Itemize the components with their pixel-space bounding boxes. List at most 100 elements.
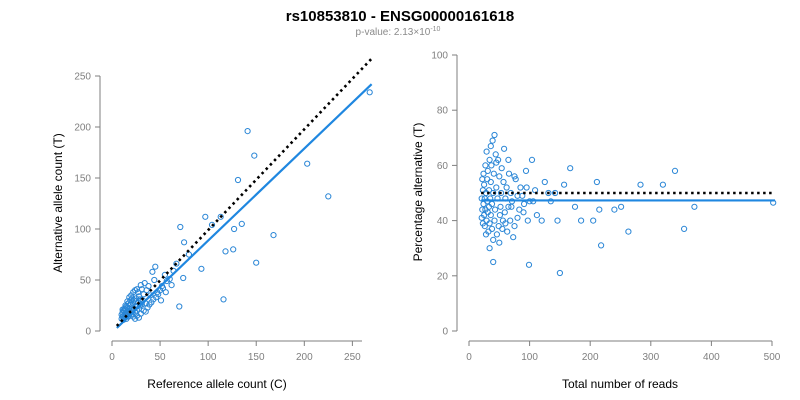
y-tick-label: 50	[80, 276, 92, 287]
data-point	[141, 280, 148, 287]
data-point	[479, 220, 486, 227]
data-point	[493, 184, 500, 191]
x-tick-label: 150	[248, 352, 265, 363]
data-point	[168, 282, 175, 289]
data-point	[522, 167, 530, 174]
data-point	[596, 206, 603, 213]
y-tick-label: 100	[74, 225, 91, 236]
data-point	[479, 206, 486, 213]
data-point	[510, 234, 517, 241]
data-point	[486, 245, 493, 252]
data-point	[126, 294, 133, 301]
data-point	[231, 225, 238, 233]
data-point	[161, 271, 168, 278]
data-point	[366, 89, 373, 96]
data-point	[181, 239, 188, 246]
data-point	[492, 206, 499, 213]
data-point	[516, 206, 523, 213]
data-point	[681, 225, 688, 232]
data-point	[220, 296, 227, 303]
data-point	[552, 189, 559, 197]
data-point	[517, 184, 524, 191]
data-point	[270, 232, 277, 239]
data-point	[501, 209, 508, 216]
y-tick-label: 80	[437, 106, 449, 117]
data-point	[490, 236, 497, 243]
data-point	[691, 203, 698, 210]
data-point	[504, 228, 511, 235]
data-point	[487, 143, 494, 150]
data-point	[671, 167, 679, 174]
data-point	[478, 214, 485, 221]
y-tick-label: 40	[437, 216, 449, 227]
data-point	[501, 145, 508, 152]
data-point	[625, 228, 632, 235]
data-point	[138, 301, 145, 308]
data-point	[173, 260, 180, 267]
data-point	[244, 128, 251, 135]
data-point	[496, 239, 503, 246]
data-point	[155, 291, 162, 298]
data-point	[479, 176, 486, 183]
y-tick-label: 200	[74, 123, 91, 134]
subtitle-exponent: -10	[430, 26, 440, 33]
x-tick-label: 0	[109, 352, 115, 363]
x-tick-label: 0	[466, 352, 472, 363]
data-point	[484, 167, 491, 174]
x-axis-label: Total number of reads	[562, 377, 678, 391]
data-point	[490, 170, 497, 177]
data-point	[238, 220, 245, 227]
reference-line	[115, 57, 373, 327]
data-point	[511, 223, 518, 230]
x-tick-label: 500	[764, 352, 781, 363]
data-point	[598, 242, 605, 249]
data-point	[157, 297, 165, 304]
data-point	[541, 178, 548, 186]
y-tick-label: 0	[442, 327, 448, 338]
data-point	[495, 223, 502, 230]
data-point	[524, 217, 531, 224]
data-point	[180, 274, 187, 282]
y-axis-label: Alternative allele count (T)	[51, 133, 65, 272]
data-point	[487, 178, 494, 186]
data-point	[498, 189, 505, 197]
data-point	[491, 131, 498, 139]
data-point	[533, 212, 541, 219]
data-point	[498, 165, 505, 172]
data-point	[590, 217, 597, 224]
x-tick-label: 200	[582, 352, 599, 363]
data-point	[528, 156, 536, 163]
data-point	[505, 203, 512, 210]
fitted-line	[116, 83, 373, 329]
x-tick-label: 100	[521, 352, 538, 363]
data-point	[480, 200, 487, 208]
data-point	[511, 173, 518, 180]
data-point	[496, 212, 503, 219]
subtitle-prefix: p-value: 2.13×10	[356, 27, 431, 38]
data-point	[490, 189, 497, 197]
data-point	[545, 189, 552, 197]
data-point	[251, 152, 258, 159]
data-point	[208, 221, 216, 228]
data-point	[147, 292, 154, 299]
left-scatter-panel: 0 50 100 150 200 250 0 50 100 150 200 250 Reference …	[51, 57, 373, 391]
y-tick-label: 250	[74, 72, 91, 83]
data-point	[525, 261, 533, 268]
data-point	[490, 258, 497, 266]
data-point	[578, 217, 585, 224]
y-axis-label: Percentage alternative (T)	[411, 123, 425, 262]
data-point	[496, 173, 503, 180]
data-point	[532, 187, 539, 194]
x-tick-label: 100	[200, 352, 217, 363]
data-point	[176, 303, 183, 310]
data-point	[217, 213, 224, 220]
data-point	[159, 285, 167, 292]
data-point	[503, 184, 510, 191]
data-point	[119, 306, 126, 313]
data-point	[523, 184, 530, 191]
data-point	[508, 203, 515, 210]
x-tick-label: 300	[642, 352, 659, 363]
data-point	[482, 231, 490, 238]
data-point	[481, 181, 488, 188]
